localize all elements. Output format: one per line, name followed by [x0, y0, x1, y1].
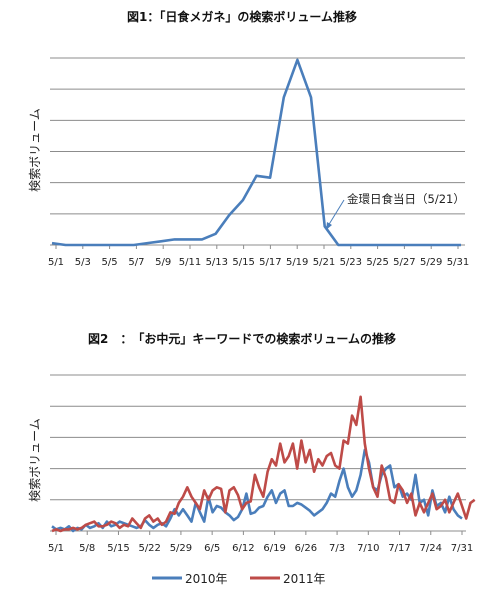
series-line-2010: [51, 448, 463, 533]
x-tick-label: 5/21: [313, 257, 335, 268]
x-tick-label: 5/27: [393, 257, 415, 268]
chart1-x-ticks: 5/1 5/3 5/5 5/7 5/9 5/11 5/13 5/15 5/17 5/19 5/21 5…: [48, 245, 469, 268]
series-line-2011: [51, 395, 476, 533]
chart1-ylabel: 検索ボリューム: [28, 108, 42, 192]
x-tick-label: 5/19: [286, 257, 308, 268]
x-tick-label: 5/9: [155, 257, 171, 268]
x-tick-label: 5/13: [206, 257, 228, 268]
chart2: 図2 ： 「お中元」キーワードでの検索ボリュームの推移 検索ボリューム 5/1 5…: [28, 331, 476, 586]
x-tick-label: 6/26: [295, 543, 317, 554]
x-tick-label: 7/17: [388, 543, 410, 554]
x-tick-label: 5/8: [79, 543, 95, 554]
chart1-annotation: 金環日食当日（5/21）: [326, 192, 465, 230]
x-tick-label: 5/11: [179, 257, 201, 268]
x-tick-label: 5/3: [75, 257, 91, 268]
annotation-text: 金環日食当日（5/21）: [347, 192, 465, 206]
chart1-gridlines: [50, 57, 465, 246]
x-tick-label: 5/5: [102, 257, 118, 268]
x-tick-label: 5/17: [259, 257, 281, 268]
series-line: [51, 58, 461, 247]
chart1-series: [51, 58, 461, 247]
x-tick-label: 5/31: [447, 257, 469, 268]
x-tick-label: 5/29: [420, 257, 442, 268]
x-tick-label: 5/1: [48, 543, 64, 554]
x-tick-label: 6/19: [263, 543, 285, 554]
x-tick-label: 7/31: [451, 543, 473, 554]
x-tick-label: 6/12: [232, 543, 254, 554]
x-tick-label: 7/24: [420, 543, 442, 554]
x-tick-label: 6/5: [204, 543, 220, 554]
legend-label-2011: 2011年: [283, 572, 326, 586]
annotation-arrow: [327, 199, 345, 227]
chart1: 図1：「日食メガネ」の検索ボリューム推移 検索ボリューム 5/1 5/3 5/5 5/…: [28, 9, 469, 268]
x-tick-label: 5/29: [170, 543, 192, 554]
annotation-arrowhead: [326, 222, 332, 230]
x-tick-label: 5/15: [107, 543, 129, 554]
x-tick-label: 5/25: [366, 257, 388, 268]
chart2-x-ticks: 5/1 5/8 5/15 5/22 5/29 6/5 6/12 6/19 6/26 7/3 7/10…: [48, 531, 473, 554]
chart2-ylabel: 検索ボリューム: [28, 418, 42, 502]
chart2-title: 図2 ： 「お中元」キーワードでの検索ボリュームの推移: [88, 331, 396, 346]
chart1-title: 図1：「日食メガネ」の検索ボリューム推移: [127, 9, 357, 24]
x-tick-label: 5/1: [48, 257, 64, 268]
chart2-gridlines: [50, 374, 466, 532]
x-tick-label: 5/15: [232, 257, 254, 268]
chart2-legend: 2010年 2011年: [152, 572, 326, 586]
x-tick-label: 5/23: [340, 257, 362, 268]
chart2-series: [51, 395, 476, 533]
x-tick-label: 7/10: [357, 543, 379, 554]
x-tick-label: 5/7: [128, 257, 144, 268]
x-tick-label: 7/3: [329, 543, 345, 554]
legend-label-2010: 2010年: [185, 572, 228, 586]
x-tick-label: 5/22: [138, 543, 160, 554]
